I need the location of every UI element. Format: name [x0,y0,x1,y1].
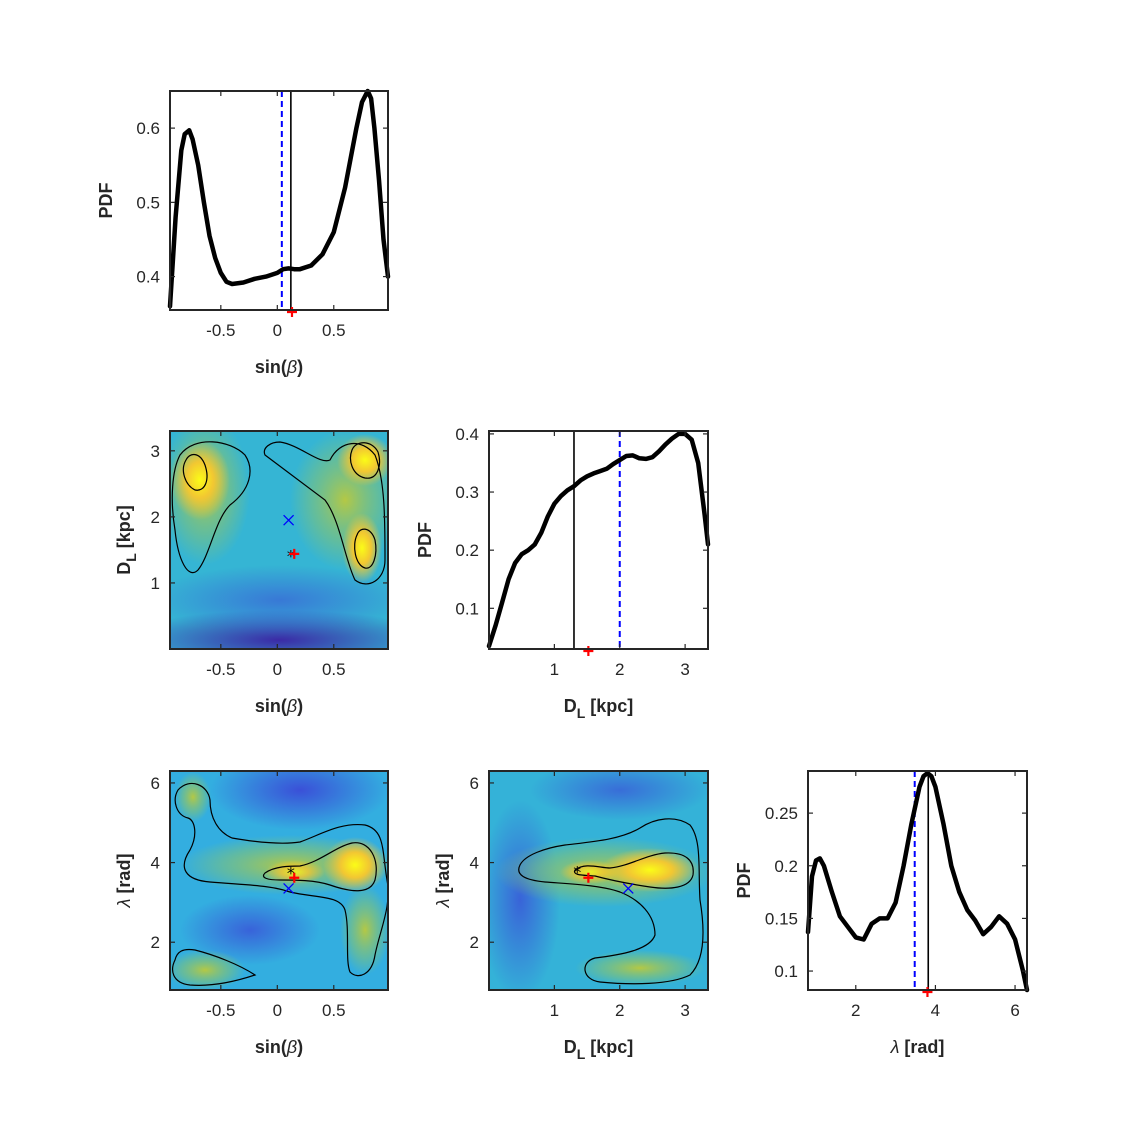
pdf-curve [805,770,1030,993]
y-tick-label: 6 [151,774,160,793]
y-tick-label: 0.4 [136,268,160,287]
y-axis-label: PDF [96,182,116,218]
contours-lambda-sinb [172,782,388,986]
x-tick-label: 0 [273,321,282,340]
y-tick-label: 0.2 [774,857,798,876]
contours-dl-sinb [171,441,386,585]
panel-lambda-sinb-heatmap: * -0.5 0 0.5 2 4 6 sin(β) λ [rad] [114,770,389,1057]
panel-sinb-pdf: -0.5 0 0.5 0.4 0.5 0.6 sin(β) PDF [96,88,391,377]
x-tick-label: 2 [615,1001,624,1020]
median-point-marker: * [287,547,295,566]
y-axis-label: PDF [415,522,435,558]
x-tick-label: 2 [851,1001,860,1020]
x-tick-label: 3 [680,1001,689,1020]
x-tick-label: 3 [680,660,689,679]
y-axis-label: λ [rad] [114,854,134,909]
y-tick-label: 0.5 [136,193,160,212]
y-tick-label: 0.25 [765,804,798,823]
y-tick-label: 0.2 [455,541,479,560]
axes-frame [488,770,709,991]
mean-point-marker [283,514,295,526]
pdf-curve [167,88,391,309]
true-value-marker [583,646,594,656]
x-tick-label: 0.5 [322,321,346,340]
x-tick-label: 2 [615,660,624,679]
x-tick-label: 0 [273,660,282,679]
axes-frame [169,430,389,650]
mean-point-marker [622,883,634,894]
x-tick-label: 0 [273,1001,282,1020]
x-tick-label: 6 [1010,1001,1019,1020]
y-tick-label: 3 [151,442,160,461]
y-tick-label: 0.1 [455,599,479,618]
x-axis-label: sin(β) [255,1037,303,1057]
axes-frame [169,770,389,991]
y-axis-label: λ [rad] [433,854,453,909]
y-tick-label: 0.6 [136,119,160,138]
y-tick-label: 0.4 [455,425,479,444]
mean-point-marker [283,883,295,894]
axes-frame [807,770,1028,991]
x-tick-label: 1 [550,1001,559,1020]
x-tick-label: -0.5 [206,660,235,679]
y-tick-label: 0.15 [765,909,798,928]
y-tick-label: 0.1 [774,962,798,981]
axes-frame [488,430,709,650]
x-tick-label: -0.5 [206,321,235,340]
true-point-marker [289,548,300,559]
x-axis-label: sin(β) [255,696,303,716]
y-tick-label: 4 [470,854,479,873]
true-value-marker [286,307,297,317]
x-axis-label: λ [rad] [890,1037,945,1057]
pdf-curve [486,431,711,649]
x-tick-label: -0.5 [206,1001,235,1020]
true-point-marker [583,872,594,883]
y-tick-label: 6 [470,774,479,793]
x-tick-label: 0.5 [322,660,346,679]
y-axis-label: PDF [734,862,754,898]
median-point-marker: * [573,863,581,882]
x-axis-label: DL [kpc] [564,696,634,721]
true-value-marker [922,987,933,997]
heatmap-image-dl-sinb [170,431,388,649]
y-tick-label: 2 [470,933,479,952]
x-tick-label: 0.5 [322,1001,346,1020]
y-tick-label: 0.3 [455,483,479,502]
x-axis-label: DL [kpc] [564,1037,634,1062]
y-tick-label: 2 [151,933,160,952]
median-point-marker: * [287,864,295,883]
true-point-marker [289,872,300,883]
x-tick-label: 1 [550,660,559,679]
axes-frame [169,90,389,311]
contours-lambda-dl [518,818,704,985]
x-tick-label: 4 [931,1001,940,1020]
heatmap-image-lambda-dl [489,771,708,990]
panel-lambda-dl-heatmap: * 1 2 3 2 4 6 DL [kpc] λ [rad] [433,770,709,1062]
y-tick-label: 2 [151,508,160,527]
panel-lambda-pdf: 2 4 6 0.1 0.15 0.2 0.25 λ [rad] PDF [734,770,1030,1057]
panel-dl-sinb-heatmap: * -0.5 0 0.5 1 2 3 sin(β) DL [kpc] [114,430,389,716]
y-tick-label: 1 [151,574,160,593]
y-axis-label: DL [kpc] [114,505,139,575]
y-tick-label: 4 [151,854,160,873]
panel-dl-pdf: 1 2 3 0.1 0.2 0.3 0.4 DL [kpc] PDF [415,425,711,721]
x-axis-label: sin(β) [255,357,303,377]
